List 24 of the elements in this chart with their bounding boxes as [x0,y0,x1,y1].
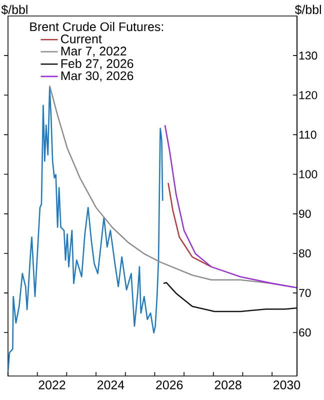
y-axis-title: $/bbl [1,4,28,15]
x-tick-label: 2024 [97,380,124,390]
x-tick-label: 2022 [38,380,66,390]
x-tick-label: 2028 [214,380,242,390]
line-series [162,282,298,312]
legend-label: Feb 27, 2026 [61,58,134,70]
y2-tick-label: 130 [299,52,318,60]
line-series [164,124,298,288]
y2-tick-label: 120 [299,91,318,100]
legend-title: Brent Crude Oil Futures: [30,22,164,32]
line-series [168,182,212,268]
y2-axis-title: $/bbl [294,4,321,15]
x-tick-label: 2026 [156,380,183,390]
x-tick-label: 2030 [274,380,300,390]
legend-label: Mar 30, 2026 [61,71,134,82]
y2-tick-label: 60 [299,328,311,337]
line-series [8,86,164,373]
y2-tick-label: 100 [299,170,318,178]
y2-tick-label: 80 [299,249,311,258]
y2-tick-label: 70 [299,288,311,297]
legend-label: Current [61,34,102,44]
legend-label: Mar 7, 2022 [61,46,126,57]
y2-tick-label: 110 [299,130,316,139]
y2-tick-label: 90 [299,210,311,218]
